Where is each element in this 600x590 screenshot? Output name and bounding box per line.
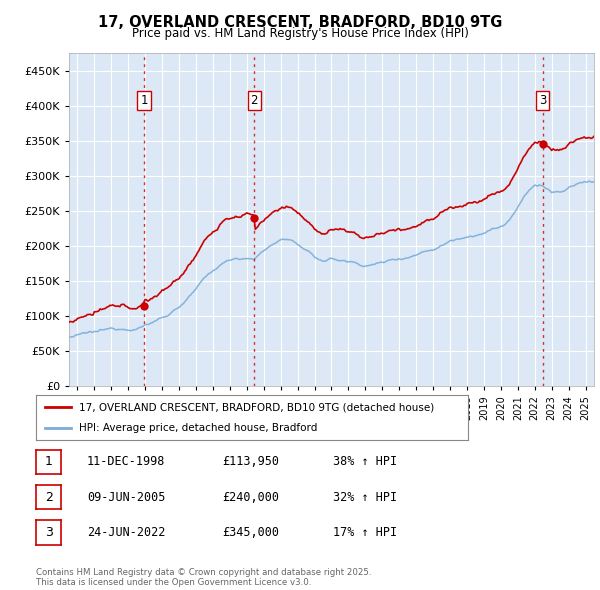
Text: HPI: Average price, detached house, Bradford: HPI: Average price, detached house, Brad… [79,422,317,432]
Text: 09-JUN-2005: 09-JUN-2005 [87,490,166,504]
Text: 1: 1 [44,455,53,468]
Text: Contains HM Land Registry data © Crown copyright and database right 2025.
This d: Contains HM Land Registry data © Crown c… [36,568,371,587]
Text: 17% ↑ HPI: 17% ↑ HPI [333,526,397,539]
Text: 3: 3 [44,526,53,539]
Bar [254,53,543,386]
Text: Price paid vs. HM Land Registry's House Price Index (HPI): Price paid vs. HM Land Registry's House … [131,27,469,40]
Text: 17, OVERLAND CRESCENT, BRADFORD, BD10 9TG: 17, OVERLAND CRESCENT, BRADFORD, BD10 9T… [98,15,502,30]
Text: 17, OVERLAND CRESCENT, BRADFORD, BD10 9TG (detached house): 17, OVERLAND CRESCENT, BRADFORD, BD10 9T… [79,402,434,412]
Text: 1: 1 [140,94,148,107]
Text: 32% ↑ HPI: 32% ↑ HPI [333,490,397,504]
Bar [69,53,144,386]
Text: £345,000: £345,000 [222,526,279,539]
Text: £113,950: £113,950 [222,455,279,468]
Text: 24-JUN-2022: 24-JUN-2022 [87,526,166,539]
Bar [144,53,254,386]
Text: 38% ↑ HPI: 38% ↑ HPI [333,455,397,468]
Text: 3: 3 [539,94,547,107]
Text: 11-DEC-1998: 11-DEC-1998 [87,455,166,468]
Text: 2: 2 [251,94,258,107]
Text: 2: 2 [44,490,53,504]
Bar [543,53,594,386]
Text: £240,000: £240,000 [222,490,279,504]
